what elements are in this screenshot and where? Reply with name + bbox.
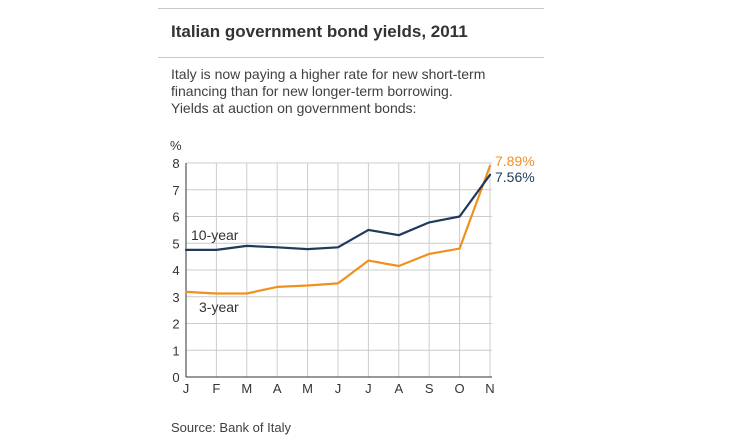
- x-tick-label: O: [455, 381, 465, 396]
- series-name-label: 10-year: [191, 227, 239, 243]
- series-name-label: 3-year: [199, 299, 239, 315]
- series-line-10-year: [184, 173, 492, 251]
- subtitle-line: financing than for new longer-term borro…: [171, 83, 453, 99]
- x-tick-label: A: [394, 381, 403, 396]
- y-tick-label: 2: [172, 317, 179, 332]
- series-end-value-label: 7.56%: [495, 169, 535, 185]
- y-tick-label: 0: [172, 370, 179, 385]
- source-note: Source: Bank of Italy: [171, 420, 291, 435]
- x-tick-label: M: [302, 381, 313, 396]
- x-tick-label: S: [425, 381, 434, 396]
- chart-title: Italian government bond yields, 2011: [171, 22, 468, 41]
- x-tick-label: A: [273, 381, 282, 396]
- y-tick-label: 7: [172, 183, 179, 198]
- subtitle-line: Italy is now paying a higher rate for ne…: [171, 66, 486, 82]
- y-tick-label: 3: [172, 290, 179, 305]
- y-tick-label: 1: [172, 343, 179, 358]
- gridlines: [186, 162, 492, 377]
- x-tick-label: J: [183, 381, 190, 396]
- top-rule: [158, 8, 544, 9]
- y-axis-unit-label: %: [170, 138, 182, 153]
- y-tick-label: 8: [172, 156, 179, 171]
- x-tick-label: M: [241, 381, 252, 396]
- title-divider: [158, 57, 544, 58]
- x-tick-label: F: [212, 381, 220, 396]
- y-tick-label: 6: [172, 210, 179, 225]
- y-tick-label: 4: [172, 263, 179, 278]
- x-tick-label: J: [365, 381, 372, 396]
- series-labels: 10-year 3-year 7.56%7.89%: [191, 153, 535, 315]
- x-tick-label: J: [335, 381, 342, 396]
- x-tick-label: N: [485, 381, 494, 396]
- axes: [185, 163, 492, 378]
- series-end-value-label: 7.89%: [495, 153, 535, 169]
- series-line-3-year: [184, 164, 492, 295]
- y-tick-label: 5: [172, 236, 179, 251]
- chart-subtitle: Italy is now paying a higher rate for ne…: [171, 66, 541, 117]
- subtitle-line: Yields at auction on government bonds:: [171, 100, 417, 116]
- series-lines: [184, 164, 492, 295]
- y-tick-labels: 0 1 2 3 4 5 6 7 8%: [170, 138, 182, 385]
